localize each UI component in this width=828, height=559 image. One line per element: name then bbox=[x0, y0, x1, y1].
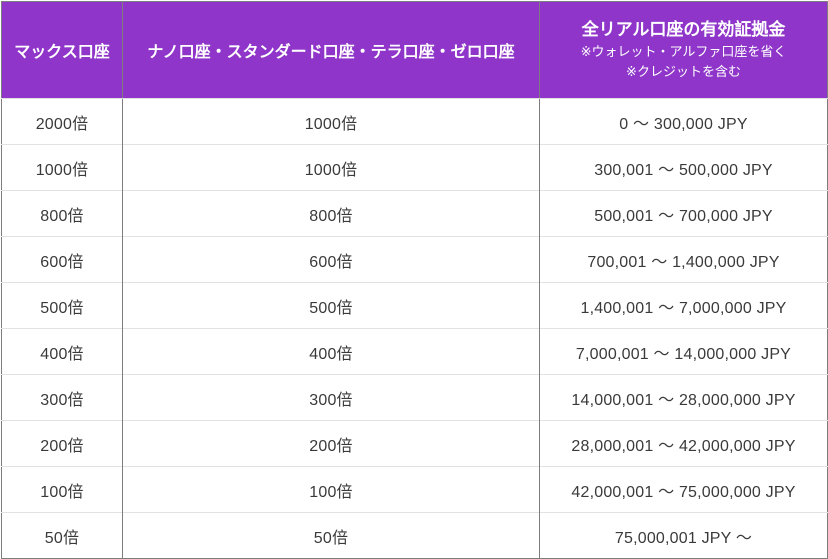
other-leverage-cell: 400倍 bbox=[122, 328, 540, 375]
max-leverage-cell: 1000倍 bbox=[1, 144, 123, 191]
equity-range-cell: 7,000,001 ～ 14,000,000 JPY bbox=[539, 328, 828, 375]
equity-range-cell: 300,001 ～ 500,000 JPY bbox=[539, 144, 828, 191]
max-leverage-cell: 400倍 bbox=[1, 328, 123, 375]
header-other-accounts: ナノ口座・スタンダード口座・テラ口座・ゼロ口座 bbox=[122, 1, 540, 99]
equity-range-cell: 28,000,001 ～ 42,000,000 JPY bbox=[539, 420, 828, 467]
other-leverage-cell: 300倍 bbox=[122, 374, 540, 421]
other-leverage-cell: 100倍 bbox=[122, 466, 540, 513]
table-row: 500倍 500倍 1,400,001 ～ 7,000,000 JPY bbox=[1, 282, 828, 329]
max-leverage-cell: 300倍 bbox=[1, 374, 123, 421]
table-row: 2000倍 1000倍 0 ～ 300,000 JPY bbox=[1, 98, 828, 145]
equity-range-cell: 14,000,001 ～ 28,000,000 JPY bbox=[539, 374, 828, 421]
max-leverage-cell: 2000倍 bbox=[1, 98, 123, 145]
header-equity-title: 全リアル口座の有効証拠金 bbox=[581, 19, 786, 39]
table-row: 200倍 200倍 28,000,001 ～ 42,000,000 JPY bbox=[1, 420, 828, 467]
other-leverage-cell: 200倍 bbox=[122, 420, 540, 467]
max-leverage-cell: 200倍 bbox=[1, 420, 123, 467]
max-leverage-cell: 800倍 bbox=[1, 190, 123, 237]
max-leverage-cell: 50倍 bbox=[1, 512, 123, 559]
other-leverage-cell: 500倍 bbox=[122, 282, 540, 329]
table-row: 600倍 600倍 700,001 ～ 1,400,000 JPY bbox=[1, 236, 828, 283]
equity-range-cell: 42,000,001 ～ 75,000,000 JPY bbox=[539, 466, 828, 513]
max-leverage-cell: 500倍 bbox=[1, 282, 123, 329]
header-equity: 全リアル口座の有効証拠金 ※ウォレット・アルファ口座を省く ※クレジットを含む bbox=[539, 1, 828, 99]
table-row: 100倍 100倍 42,000,001 ～ 75,000,000 JPY bbox=[1, 466, 828, 513]
table-row: 800倍 800倍 500,001 ～ 700,000 JPY bbox=[1, 190, 828, 237]
table-row: 50倍 50倍 75,000,001 JPY ～ bbox=[1, 512, 828, 559]
other-leverage-cell: 1000倍 bbox=[122, 98, 540, 145]
max-leverage-cell: 100倍 bbox=[1, 466, 123, 513]
equity-range-cell: 0 ～ 300,000 JPY bbox=[539, 98, 828, 145]
header-equity-note-2: ※クレジットを含む bbox=[626, 64, 741, 80]
equity-range-cell: 1,400,001 ～ 7,000,000 JPY bbox=[539, 282, 828, 329]
header-max-account: マックス口座 bbox=[1, 1, 123, 99]
other-leverage-cell: 1000倍 bbox=[122, 144, 540, 191]
table-row: 300倍 300倍 14,000,001 ～ 28,000,000 JPY bbox=[1, 374, 828, 421]
other-leverage-cell: 50倍 bbox=[122, 512, 540, 559]
other-leverage-cell: 800倍 bbox=[122, 190, 540, 237]
equity-range-cell: 75,000,001 JPY ～ bbox=[539, 512, 828, 559]
table-row: 1000倍 1000倍 300,001 ～ 500,000 JPY bbox=[1, 144, 828, 191]
equity-range-cell: 500,001 ～ 700,000 JPY bbox=[539, 190, 828, 237]
header-equity-note-1: ※ウォレット・アルファ口座を省く bbox=[580, 44, 787, 60]
max-leverage-cell: 600倍 bbox=[1, 236, 123, 283]
equity-range-cell: 700,001 ～ 1,400,000 JPY bbox=[539, 236, 828, 283]
table-header-row: マックス口座 ナノ口座・スタンダード口座・テラ口座・ゼロ口座 全リアル口座の有効… bbox=[1, 1, 828, 99]
other-leverage-cell: 600倍 bbox=[122, 236, 540, 283]
table-row: 400倍 400倍 7,000,001 ～ 14,000,000 JPY bbox=[1, 328, 828, 375]
